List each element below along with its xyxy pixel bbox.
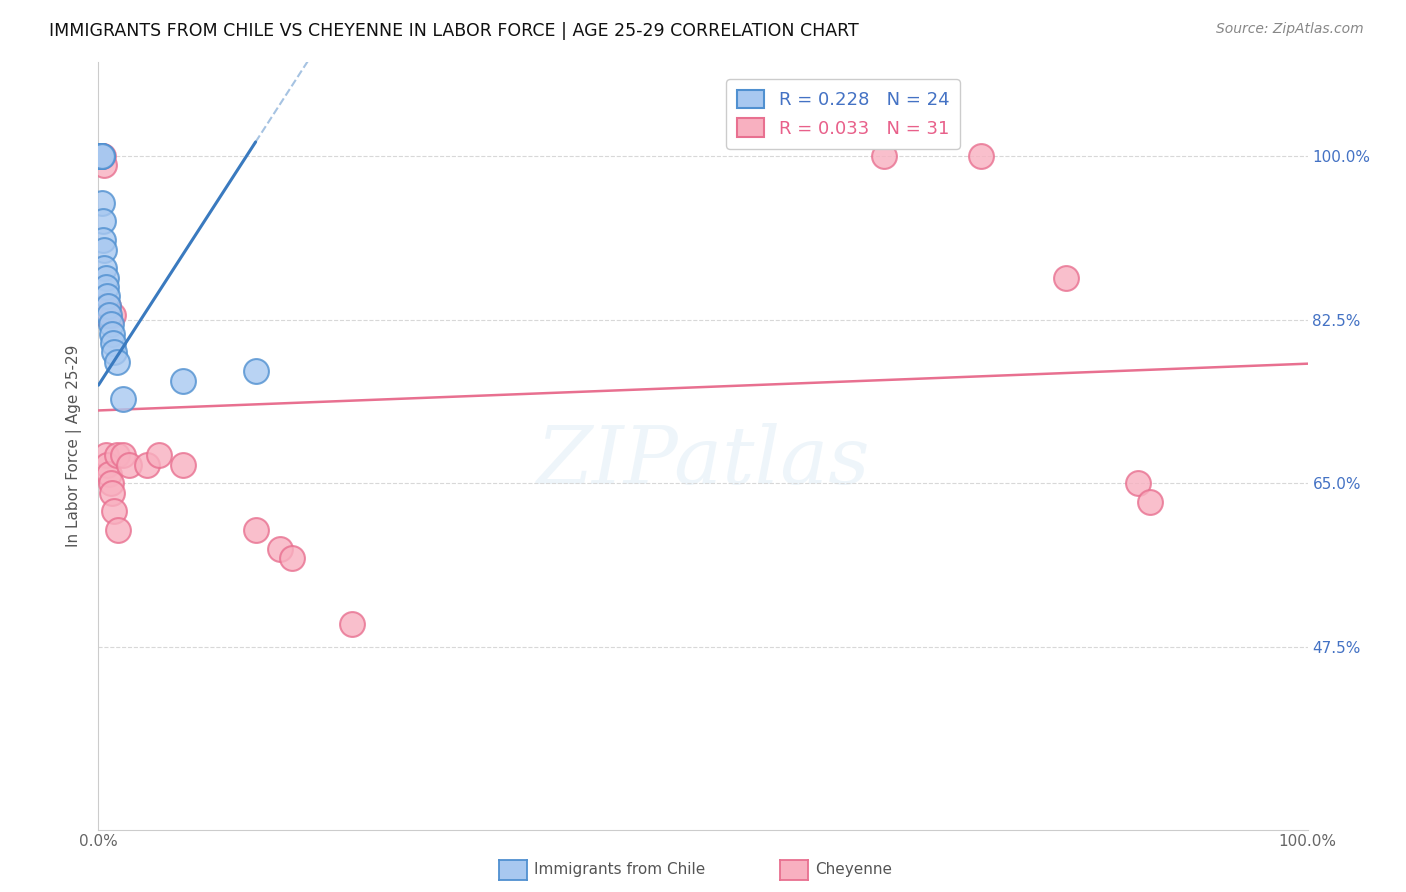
Point: [97, 299, 120, 313]
Point: [89, 149, 111, 163]
Point: [172, 458, 194, 472]
Point: [97, 299, 120, 313]
Point: [90, 149, 112, 163]
Point: [118, 458, 141, 472]
Point: [94, 280, 117, 294]
Point: [96, 289, 118, 303]
Point: [101, 336, 124, 351]
Point: [105, 448, 128, 462]
Point: [91, 149, 114, 163]
Point: [91, 214, 114, 228]
Point: [100, 318, 122, 332]
Point: [342, 616, 364, 631]
Point: [970, 149, 993, 163]
Point: [89, 149, 111, 163]
Point: [873, 149, 896, 163]
Point: [89, 149, 111, 163]
Point: [281, 551, 304, 566]
Point: [1139, 495, 1161, 509]
Point: [93, 261, 115, 276]
Point: [103, 345, 125, 359]
Text: Immigrants from Chile: Immigrants from Chile: [534, 863, 706, 877]
Point: [98, 308, 121, 322]
Point: [91, 149, 114, 163]
Point: [96, 458, 118, 472]
Point: [94, 270, 117, 285]
Point: [245, 364, 267, 378]
Point: [93, 243, 115, 257]
Point: [94, 448, 117, 462]
Point: [172, 374, 194, 388]
Point: [91, 233, 114, 247]
Point: [91, 149, 114, 163]
Point: [91, 195, 114, 210]
Text: ZIPatlas: ZIPatlas: [536, 423, 870, 500]
Point: [135, 458, 157, 472]
Text: Cheyenne: Cheyenne: [815, 863, 893, 877]
Point: [107, 523, 129, 537]
Text: IMMIGRANTS FROM CHILE VS CHEYENNE IN LABOR FORCE | AGE 25-29 CORRELATION CHART: IMMIGRANTS FROM CHILE VS CHEYENNE IN LAB…: [49, 22, 859, 40]
Point: [93, 158, 115, 172]
Point: [98, 467, 121, 481]
Point: [100, 485, 122, 500]
Point: [148, 448, 170, 462]
Point: [91, 149, 114, 163]
Point: [94, 308, 117, 322]
Point: [103, 504, 125, 518]
Point: [100, 326, 122, 341]
Point: [93, 299, 115, 313]
Point: [245, 523, 267, 537]
Y-axis label: In Labor Force | Age 25-29: In Labor Force | Age 25-29: [66, 345, 83, 547]
Point: [90, 149, 112, 163]
Legend: R = 0.228   N = 24, R = 0.033   N = 31: R = 0.228 N = 24, R = 0.033 N = 31: [725, 79, 960, 149]
Point: [111, 392, 134, 407]
Point: [111, 448, 134, 462]
Point: [101, 308, 124, 322]
Point: [1054, 270, 1077, 285]
Point: [90, 149, 112, 163]
Point: [100, 476, 122, 491]
Text: Source: ZipAtlas.com: Source: ZipAtlas.com: [1216, 22, 1364, 37]
Point: [1128, 476, 1150, 491]
Point: [269, 541, 291, 556]
Point: [105, 355, 128, 369]
